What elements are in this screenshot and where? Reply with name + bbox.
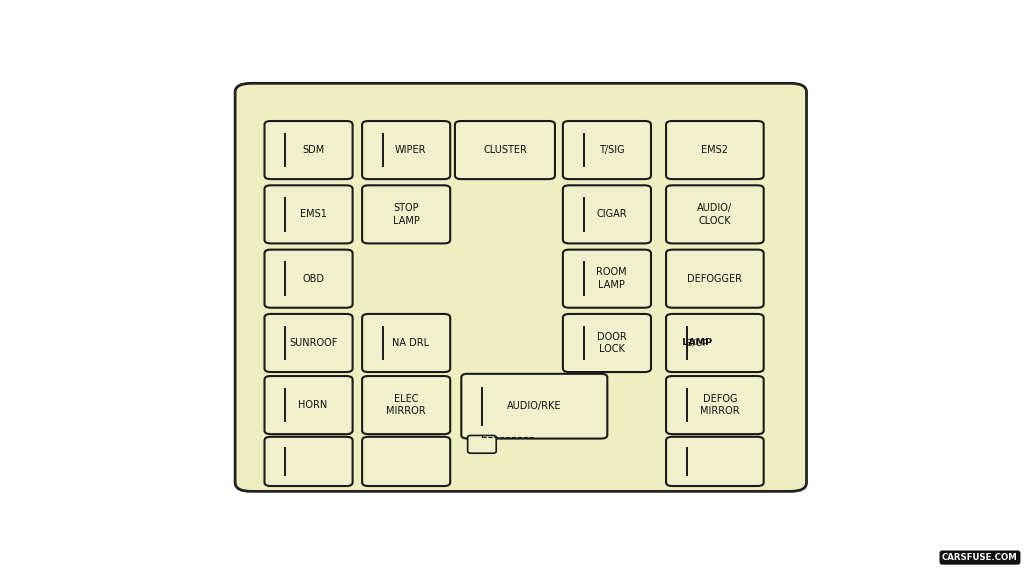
Text: T/SIG: T/SIG (599, 145, 625, 155)
FancyBboxPatch shape (666, 121, 764, 179)
Text: HORN: HORN (298, 400, 328, 410)
FancyBboxPatch shape (666, 185, 764, 244)
Text: DEFOGGER: DEFOGGER (687, 274, 742, 284)
FancyBboxPatch shape (666, 249, 764, 308)
Text: SDM: SDM (302, 145, 325, 155)
FancyBboxPatch shape (264, 314, 352, 372)
FancyBboxPatch shape (666, 376, 764, 434)
FancyBboxPatch shape (468, 435, 497, 453)
Text: AUDIO/
CLOCK: AUDIO/ CLOCK (697, 203, 732, 226)
FancyBboxPatch shape (455, 121, 555, 179)
Text: STOP
LAMP: STOP LAMP (393, 203, 420, 226)
FancyBboxPatch shape (563, 249, 651, 308)
Text: CLUSTER: CLUSTER (483, 145, 527, 155)
FancyBboxPatch shape (264, 376, 352, 434)
Text: SUNROOF: SUNROOF (289, 338, 337, 348)
FancyBboxPatch shape (666, 437, 764, 486)
Text: CIGAR: CIGAR (596, 209, 627, 219)
Text: DEFOG
MIRROR: DEFOG MIRROR (700, 394, 739, 416)
Text: DOOR
LOCK: DOOR LOCK (597, 332, 627, 354)
FancyBboxPatch shape (236, 84, 807, 491)
FancyBboxPatch shape (362, 376, 451, 434)
Text: LAMP: LAMP (666, 339, 712, 347)
FancyBboxPatch shape (362, 185, 451, 244)
Text: CARSFUSE.COM: CARSFUSE.COM (942, 553, 1018, 562)
FancyBboxPatch shape (563, 121, 651, 179)
Text: WIPER: WIPER (395, 145, 426, 155)
Text: EMS1: EMS1 (300, 209, 327, 219)
FancyBboxPatch shape (563, 314, 651, 372)
FancyBboxPatch shape (563, 185, 651, 244)
Text: EMS2: EMS2 (701, 145, 728, 155)
FancyBboxPatch shape (362, 121, 451, 179)
FancyBboxPatch shape (264, 249, 352, 308)
Text: ROOM
LAMP: ROOM LAMP (596, 267, 627, 290)
Text: ELEC
MIRROR: ELEC MIRROR (386, 394, 426, 416)
Text: AUDIO/RKE: AUDIO/RKE (507, 401, 561, 411)
FancyBboxPatch shape (666, 314, 764, 372)
FancyBboxPatch shape (264, 437, 352, 486)
Text: NA DRL: NA DRL (392, 338, 429, 348)
FancyBboxPatch shape (362, 314, 451, 372)
FancyBboxPatch shape (362, 437, 451, 486)
FancyBboxPatch shape (461, 374, 607, 438)
Text: B/UP: B/UP (686, 339, 712, 347)
Text: OBD: OBD (302, 274, 324, 284)
FancyBboxPatch shape (264, 121, 352, 179)
FancyBboxPatch shape (264, 185, 352, 244)
